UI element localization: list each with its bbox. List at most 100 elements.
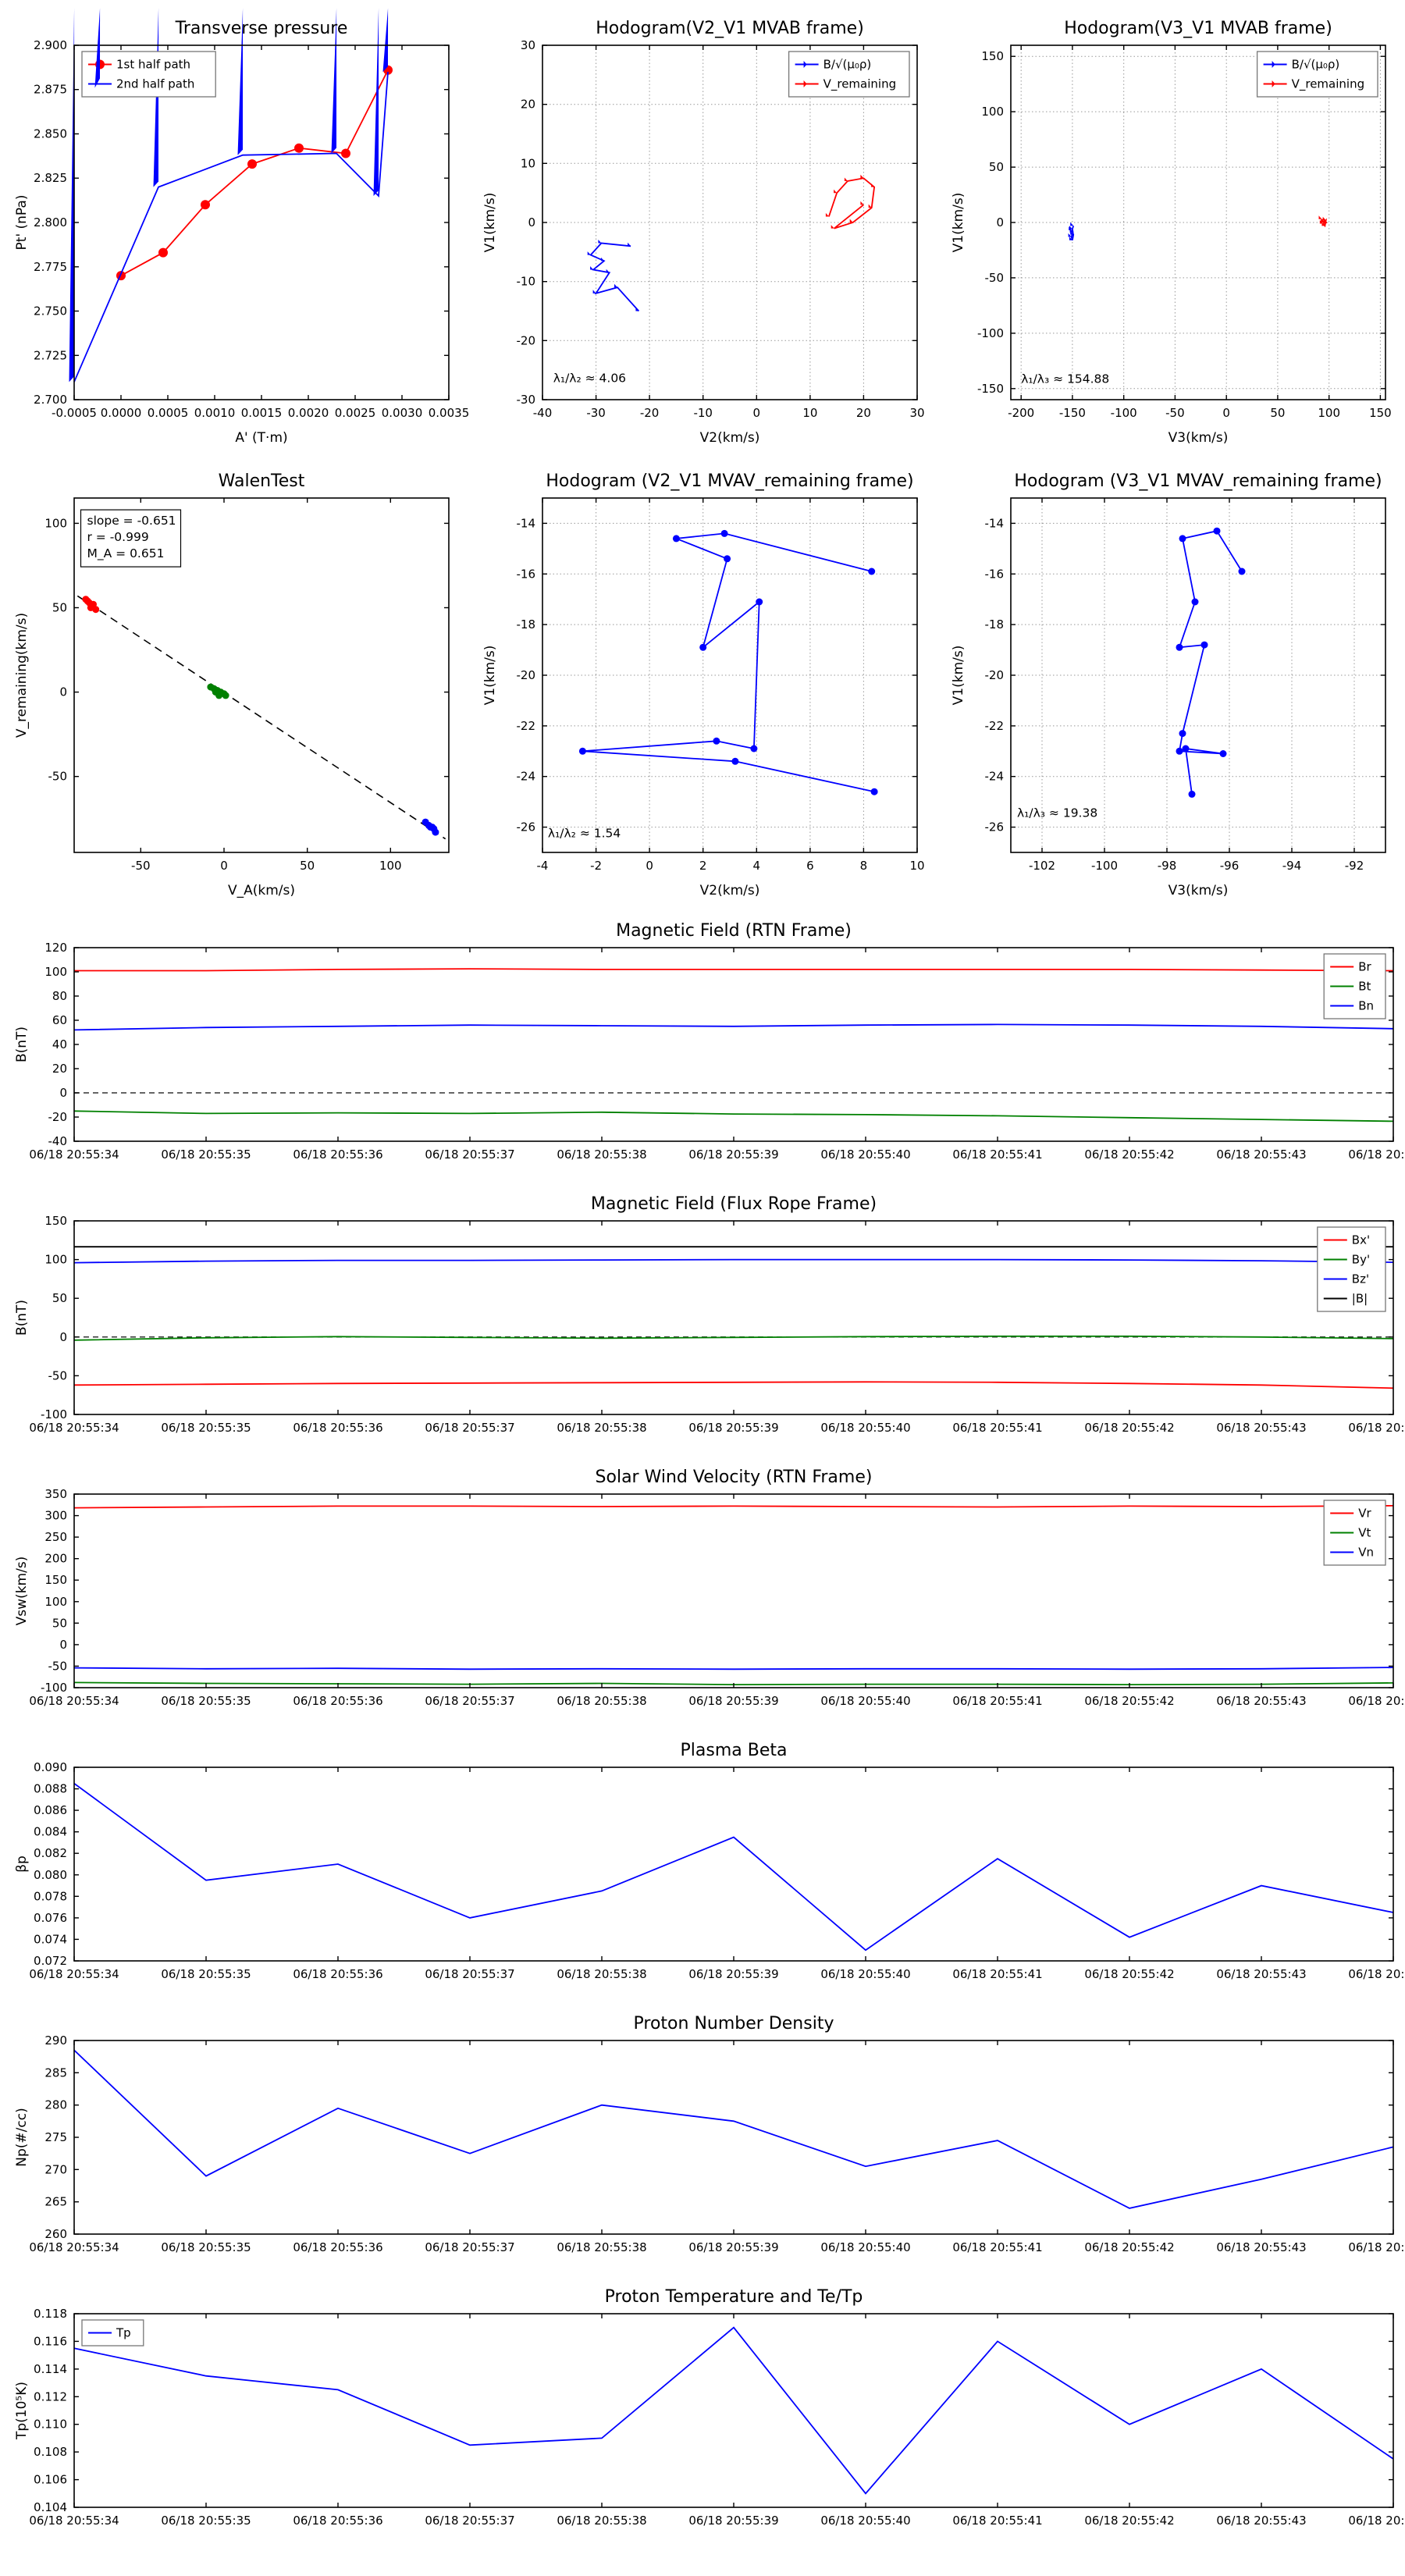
svg-text:0.0030: 0.0030 xyxy=(382,406,423,420)
svg-text:-24: -24 xyxy=(517,770,536,784)
svg-text:06/18 20:55:43: 06/18 20:55:43 xyxy=(1216,1694,1306,1708)
svg-text:-20: -20 xyxy=(640,406,660,420)
svg-text:Bx': Bx' xyxy=(1352,1233,1370,1247)
svg-text:0.090: 0.090 xyxy=(34,1760,67,1774)
svg-text:150: 150 xyxy=(44,1573,67,1587)
svg-text:Proton Number Density: Proton Number Density xyxy=(634,2014,834,2033)
svg-text:-20: -20 xyxy=(517,668,536,682)
svg-text:V1(km/s): V1(km/s) xyxy=(951,646,966,706)
svg-text:06/18 20:55:36: 06/18 20:55:36 xyxy=(293,1421,382,1435)
svg-text:4: 4 xyxy=(753,859,761,873)
svg-text:0: 0 xyxy=(59,1330,67,1344)
svg-text:250: 250 xyxy=(44,1530,67,1544)
svg-text:06/18 20:55:42: 06/18 20:55:42 xyxy=(1084,1421,1174,1435)
svg-text:V2(km/s): V2(km/s) xyxy=(700,883,760,898)
svg-text:-50: -50 xyxy=(1165,406,1185,420)
svg-text:06/18 20:55:37: 06/18 20:55:37 xyxy=(425,2514,514,2528)
transverse-pressure-plot: -0.0005 0.0000 0.0005 0.0010 0.0015 0.0020 0.0… xyxy=(14,8,468,446)
svg-text:Tp: Tp xyxy=(116,2326,131,2340)
svg-text:275: 275 xyxy=(44,2130,67,2144)
svg-text:06/18 20:55:39: 06/18 20:55:39 xyxy=(688,2240,778,2254)
svg-text:A' (T·m): A' (T·m) xyxy=(235,430,287,446)
svg-text:06/18 20:55:44: 06/18 20:55:44 xyxy=(1348,2514,1405,2528)
svg-text:280: 280 xyxy=(44,2098,67,2112)
svg-text:06/18 20:55:44: 06/18 20:55:44 xyxy=(1348,2240,1405,2254)
svg-text:06/18 20:55:43: 06/18 20:55:43 xyxy=(1216,1421,1306,1435)
svg-text:150: 150 xyxy=(44,1214,67,1228)
svg-text:-50: -50 xyxy=(48,770,68,784)
svg-text:2: 2 xyxy=(699,859,707,873)
svg-text:06/18 20:55:34: 06/18 20:55:34 xyxy=(29,2240,119,2254)
svg-text:0.076: 0.076 xyxy=(34,1911,67,1925)
svg-text:2.800: 2.800 xyxy=(34,215,67,229)
svg-text:06/18 20:55:42: 06/18 20:55:42 xyxy=(1084,1694,1174,1708)
svg-text:V1(km/s): V1(km/s) xyxy=(951,193,966,253)
svg-text:50: 50 xyxy=(52,1291,67,1305)
proton-number-density-chart: 06/18 20:55:34 06/18 20:55:35 06/18 20:55:… xyxy=(0,2006,1405,2279)
svg-text:-94: -94 xyxy=(1282,859,1302,873)
svg-text:λ₁/λ₂ ≈ 4.06: λ₁/λ₂ ≈ 4.06 xyxy=(553,371,626,385)
svg-text:2.775: 2.775 xyxy=(34,260,67,274)
svg-text:V3(km/s): V3(km/s) xyxy=(1168,883,1229,898)
svg-text:0.078: 0.078 xyxy=(34,1889,67,1903)
svg-text:Transverse pressure: Transverse pressure xyxy=(175,19,348,38)
svg-text:1st half path: 1st half path xyxy=(116,58,190,72)
svg-text:0.0000: 0.0000 xyxy=(101,406,142,420)
svg-text:-24: -24 xyxy=(985,770,1005,784)
svg-text:120: 120 xyxy=(44,941,67,955)
magnetic-field-rtn-plot: 06/18 20:55:34 06/18 20:55:35 06/18 20:55:… xyxy=(14,921,1405,1162)
svg-text:0.0010: 0.0010 xyxy=(194,406,236,420)
svg-text:Magnetic Field (RTN Frame): Magnetic Field (RTN Frame) xyxy=(616,921,852,941)
svg-text:-30: -30 xyxy=(586,406,606,420)
svg-text:06/18 20:55:43: 06/18 20:55:43 xyxy=(1216,2240,1306,2254)
svg-text:-20: -20 xyxy=(517,333,536,347)
svg-text:-14: -14 xyxy=(985,516,1005,530)
svg-text:10: 10 xyxy=(521,156,535,170)
svg-text:-200: -200 xyxy=(1008,406,1034,420)
svg-text:06/18 20:55:44: 06/18 20:55:44 xyxy=(1348,1694,1405,1708)
svg-text:06/18 20:55:42: 06/18 20:55:42 xyxy=(1084,2514,1174,2528)
svg-text:06/18 20:55:43: 06/18 20:55:43 xyxy=(1216,1967,1306,1981)
svg-text:06/18 20:55:42: 06/18 20:55:42 xyxy=(1084,1967,1174,1981)
svg-text:06/18 20:55:39: 06/18 20:55:39 xyxy=(688,2514,778,2528)
svg-text:06/18 20:55:37: 06/18 20:55:37 xyxy=(425,2240,514,2254)
svg-text:-2: -2 xyxy=(590,859,602,873)
svg-text:06/18 20:55:41: 06/18 20:55:41 xyxy=(952,1967,1042,1981)
svg-text:-20: -20 xyxy=(985,668,1005,682)
svg-text:V_A(km/s): V_A(km/s) xyxy=(228,883,295,898)
svg-text:350: 350 xyxy=(44,1487,67,1501)
hodogram-v3v1-mvab-plot: -200 -150 -100 -50 0 50 100 150 -150 -100 -50 0 50 10… xyxy=(951,19,1392,446)
svg-text:2.875: 2.875 xyxy=(34,83,67,97)
svg-text:40: 40 xyxy=(52,1037,67,1051)
svg-text:06/18 20:55:40: 06/18 20:55:40 xyxy=(820,2514,910,2528)
svg-text:V3(km/s): V3(km/s) xyxy=(1168,430,1229,446)
svg-text:60: 60 xyxy=(52,1013,67,1027)
svg-text:10: 10 xyxy=(802,406,817,420)
svg-text:V2(km/s): V2(km/s) xyxy=(700,430,760,446)
svg-text:-100: -100 xyxy=(41,1681,67,1695)
svg-text:-50: -50 xyxy=(985,271,1005,285)
svg-text:-16: -16 xyxy=(985,567,1005,581)
hodogram-v3v1-mvav-chart: -102 -100 -98 -96 -94 -92 -26 -24 -22 -20 -18 -16 -1… xyxy=(937,461,1405,913)
svg-text:06/18 20:55:35: 06/18 20:55:35 xyxy=(161,1967,251,1981)
svg-text:Hodogram(V2_V1 MVAB frame): Hodogram(V2_V1 MVAB frame) xyxy=(596,19,864,38)
svg-text:V1(km/s): V1(km/s) xyxy=(482,193,498,253)
svg-text:-14: -14 xyxy=(517,516,536,530)
svg-text:0: 0 xyxy=(59,1086,67,1100)
svg-text:100: 100 xyxy=(379,859,402,873)
svg-text:150: 150 xyxy=(981,49,1004,63)
svg-text:06/18 20:55:42: 06/18 20:55:42 xyxy=(1084,1147,1174,1162)
walen-test-plot: -50 0 50 100 -50 0 50 100 WalenTest V_A(km/s) V_re… xyxy=(14,471,450,898)
svg-text:M_A = 0.651: M_A = 0.651 xyxy=(87,546,165,561)
svg-text:Vn: Vn xyxy=(1358,1546,1374,1560)
svg-text:06/18 20:55:38: 06/18 20:55:38 xyxy=(557,1694,646,1708)
svg-text:-18: -18 xyxy=(985,617,1005,632)
svg-text:Np(#/cc): Np(#/cc) xyxy=(14,2108,30,2166)
svg-text:By': By' xyxy=(1352,1253,1370,1267)
svg-text:0.082: 0.082 xyxy=(34,1846,67,1860)
svg-text:2nd half path: 2nd half path xyxy=(116,77,194,91)
svg-text:06/18 20:55:36: 06/18 20:55:36 xyxy=(293,2514,382,2528)
svg-text:50: 50 xyxy=(52,1616,67,1630)
svg-text:2.725: 2.725 xyxy=(34,348,67,362)
svg-text:80: 80 xyxy=(52,989,67,1003)
